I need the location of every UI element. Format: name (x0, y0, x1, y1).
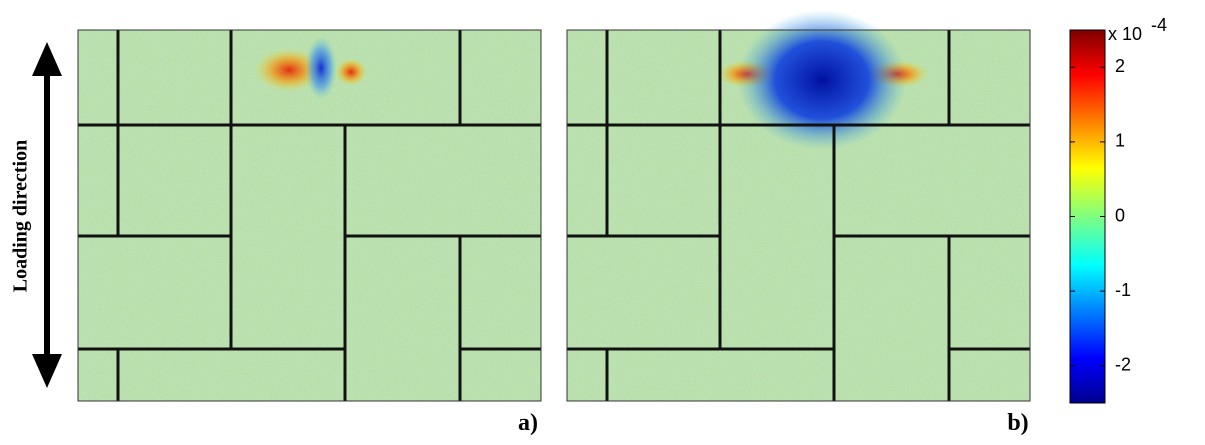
colorbar-tick-label: -1 (1115, 280, 1131, 300)
panel-label: b) (1007, 410, 1028, 436)
colorbar-tick-label: 2 (1115, 56, 1125, 76)
loading-arrow (32, 42, 62, 388)
colorbar-tick-label: 0 (1115, 205, 1125, 225)
panel-label: a) (518, 410, 538, 436)
colorbar-exponent-prefix: x 10 (1108, 24, 1142, 44)
colorbar-tick-label: -2 (1115, 354, 1131, 374)
y-label: Loading direction (10, 140, 32, 292)
colorbar-exponent: -4 (1151, 15, 1167, 35)
panel-a (76, 28, 543, 403)
panel-b (565, 10, 1032, 403)
colorbar-tick-label: 1 (1115, 131, 1125, 151)
colorbar (1069, 29, 1106, 404)
